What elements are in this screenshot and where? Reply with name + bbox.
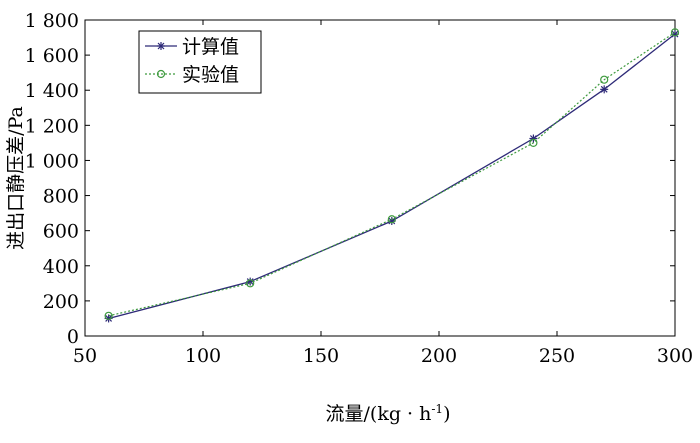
legend-box (138, 30, 262, 94)
data-point-series-2 (600, 75, 609, 84)
y-tick-label: 400 (43, 256, 79, 278)
x-tick-label: 200 (421, 345, 457, 367)
x-ticks: 50 100 150 200 250 300 (73, 20, 693, 367)
legend-marker-series-1 (157, 42, 165, 50)
y-tick-label: 600 (43, 221, 79, 243)
series-line-1 (108, 33, 676, 320)
y-tick-label: 0 (67, 326, 79, 348)
data-point-series-2 (246, 279, 255, 288)
x-axis-title-sup: -1 (431, 402, 443, 416)
x-tick-label: 50 (73, 345, 97, 367)
y-tick-label: 1 400 (25, 80, 79, 102)
x-axis-title-end: ) (443, 403, 450, 425)
x-tick-label: 100 (185, 345, 221, 367)
y-tick-label: 1 200 (25, 115, 79, 137)
y-tick-label: 1 800 (25, 10, 79, 32)
x-axis-title-main: 流量/(kg · h (326, 403, 432, 425)
series-layer (104, 28, 680, 323)
y-axis-title: 进出口静压差/Pa (5, 106, 27, 250)
data-point-series-2 (529, 138, 538, 147)
legend-label-series-1: 计算值 (182, 36, 239, 58)
legend-marker-series-2 (156, 69, 166, 79)
data-point-series-2 (104, 311, 113, 320)
y-tick-label: 1 600 (25, 45, 79, 67)
x-axis-title: 流量/(kg · h-1) (326, 402, 451, 425)
y-tick-label: 800 (43, 186, 79, 208)
x-tick-label: 250 (539, 345, 575, 367)
legend: 计算值 实验值 (138, 30, 262, 94)
data-point-series-2 (387, 215, 396, 224)
x-tick-label: 150 (303, 345, 339, 367)
data-point-series-1 (600, 85, 609, 94)
y-tick-label: 1 000 (25, 150, 79, 172)
x-tick-label: 300 (657, 345, 693, 367)
y-tick-label: 200 (43, 291, 79, 313)
y-ticks: 0 200 400 600 800 1 000 1 200 1 400 1 600 1 800 (25, 10, 675, 348)
series-line-2 (108, 31, 676, 317)
legend-label-series-2: 实验值 (182, 64, 239, 86)
data-point-series-2 (670, 28, 680, 37)
